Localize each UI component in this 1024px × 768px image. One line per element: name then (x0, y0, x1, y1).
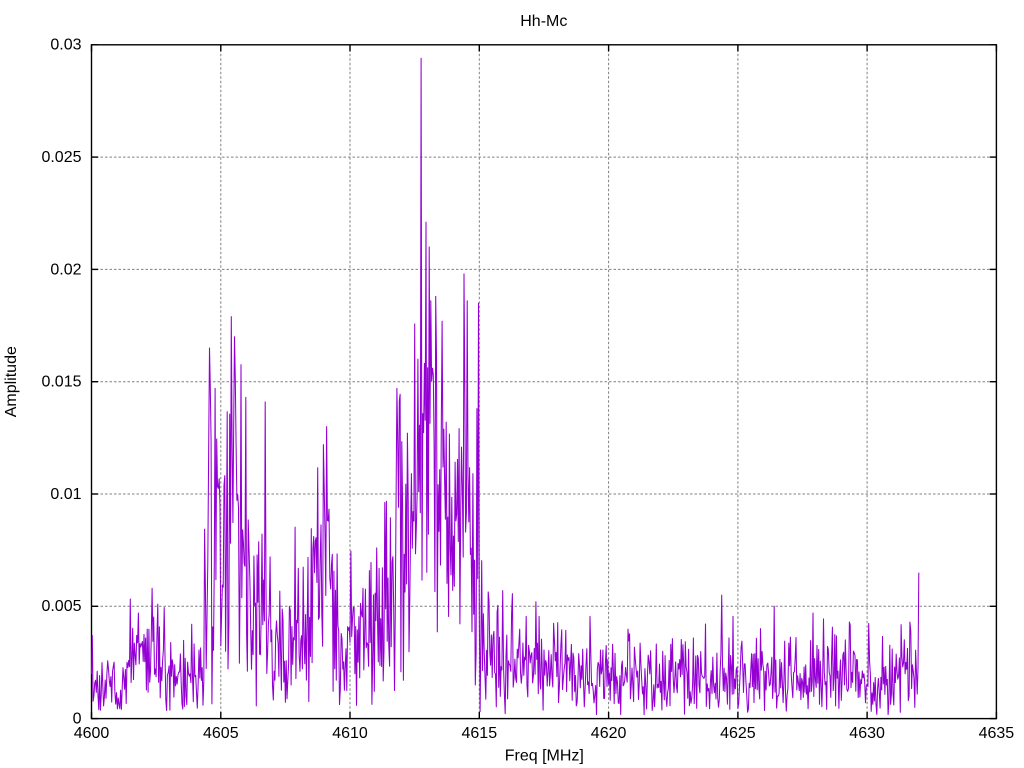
svg-text:4635: 4635 (979, 725, 1015, 742)
svg-text:0.02: 0.02 (50, 261, 81, 278)
svg-text:4630: 4630 (849, 725, 885, 742)
svg-text:Amplitude: Amplitude (3, 346, 20, 417)
svg-text:0: 0 (73, 711, 82, 728)
svg-text:4625: 4625 (720, 725, 756, 742)
svg-text:0.005: 0.005 (41, 598, 81, 615)
svg-text:0.03: 0.03 (50, 37, 81, 54)
svg-text:4620: 4620 (591, 725, 627, 742)
svg-text:4615: 4615 (462, 725, 498, 742)
svg-text:4610: 4610 (332, 725, 368, 742)
svg-text:0.01: 0.01 (50, 486, 81, 503)
svg-text:4600: 4600 (74, 725, 110, 742)
svg-text:4605: 4605 (203, 725, 239, 742)
svg-text:0.015: 0.015 (41, 374, 81, 391)
svg-text:0.025: 0.025 (41, 149, 81, 166)
svg-text:Hh-Mc: Hh-Mc (520, 13, 567, 30)
svg-text:Freq [MHz]: Freq [MHz] (505, 748, 584, 765)
